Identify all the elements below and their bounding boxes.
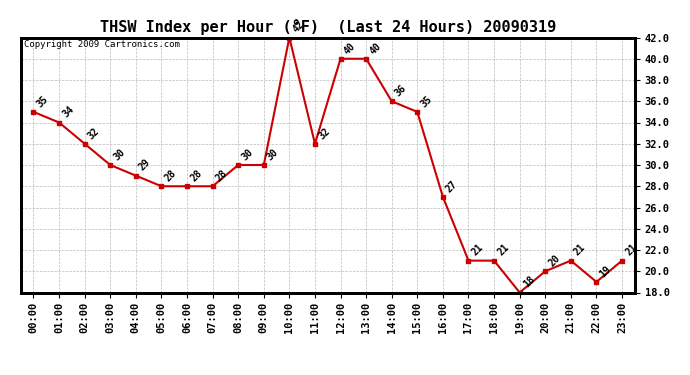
Text: 42: 42 <box>290 20 306 35</box>
Text: 21: 21 <box>470 243 485 258</box>
Text: 20: 20 <box>546 253 562 268</box>
Text: 30: 30 <box>239 147 255 162</box>
Text: 27: 27 <box>444 179 460 194</box>
Text: Copyright 2009 Cartronics.com: Copyright 2009 Cartronics.com <box>23 40 179 49</box>
Text: 28: 28 <box>214 168 229 183</box>
Text: 32: 32 <box>316 126 332 141</box>
Text: 35: 35 <box>35 94 50 109</box>
Text: 36: 36 <box>393 83 408 99</box>
Text: 30: 30 <box>112 147 127 162</box>
Text: 30: 30 <box>265 147 281 162</box>
Text: 40: 40 <box>342 40 357 56</box>
Text: 21: 21 <box>495 243 511 258</box>
Text: 34: 34 <box>61 104 76 120</box>
Text: 18: 18 <box>521 274 536 290</box>
Text: 19: 19 <box>598 264 613 279</box>
Text: 35: 35 <box>419 94 434 109</box>
Text: 28: 28 <box>188 168 204 183</box>
Text: 21: 21 <box>572 243 588 258</box>
Text: 32: 32 <box>86 126 101 141</box>
Text: 21: 21 <box>623 243 639 258</box>
Text: 40: 40 <box>368 40 383 56</box>
Text: 29: 29 <box>137 158 152 173</box>
Text: 28: 28 <box>163 168 178 183</box>
Title: THSW Index per Hour (°F)  (Last 24 Hours) 20090319: THSW Index per Hour (°F) (Last 24 Hours)… <box>99 19 556 35</box>
